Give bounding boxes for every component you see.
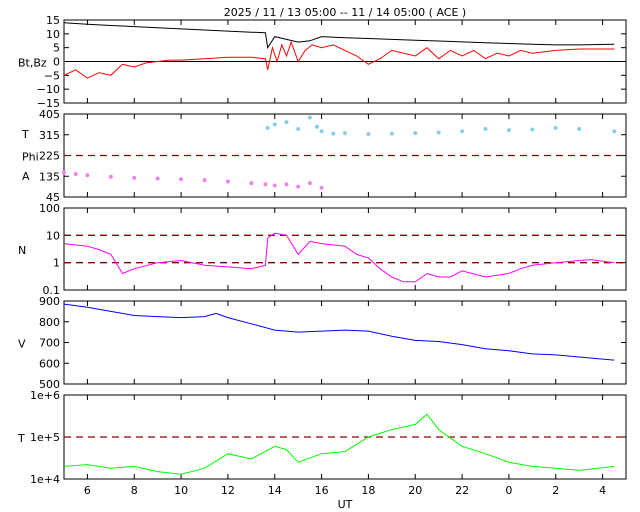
phi-point — [202, 178, 207, 183]
y-tick-label: 45 — [46, 191, 60, 204]
x-tick-label: 12 — [221, 484, 235, 497]
y-tick-label: 315 — [39, 129, 60, 142]
theta-point — [553, 125, 558, 130]
y-tick-label: 900 — [39, 295, 60, 308]
speed-line — [63, 303, 615, 361]
x-tick-label: 2 — [552, 484, 559, 497]
x-tick-label: 16 — [315, 484, 329, 497]
y-tick-label: 600 — [39, 357, 60, 370]
theta-point — [389, 131, 394, 136]
y-tick-label: 0.1 — [43, 284, 61, 297]
theta-point — [530, 127, 535, 132]
theta-point — [343, 131, 347, 136]
phi-point — [319, 185, 324, 190]
y-tick-label: 1e+4 — [30, 473, 60, 486]
theta-point — [612, 129, 617, 134]
y-tick-label: 500 — [39, 378, 60, 391]
bt-line — [63, 22, 615, 50]
theta-point — [307, 115, 312, 120]
y-tick-label: −5 — [44, 69, 60, 82]
panel-frame — [63, 207, 627, 291]
panel-frame — [63, 300, 627, 385]
y-tick-label: 0 — [53, 56, 60, 69]
theta-point — [265, 125, 270, 130]
theta-point — [284, 120, 289, 125]
x-tick-label: 20 — [408, 484, 422, 497]
y-axis-label: T — [21, 128, 29, 141]
phi-point — [263, 182, 268, 187]
y-tick-label: 405 — [39, 108, 60, 121]
y-tick-label: 10 — [46, 28, 60, 41]
theta-point — [413, 131, 418, 136]
y-axis-label: T — [17, 432, 25, 445]
phi-point — [132, 175, 137, 180]
theta-point — [272, 122, 277, 127]
phi-point — [85, 173, 90, 178]
y-axis-label: A — [22, 170, 30, 183]
phi-point — [307, 181, 312, 186]
y-axis-label: V — [18, 338, 26, 351]
density-line — [63, 232, 615, 283]
y-axis-label: N — [18, 244, 26, 257]
y-tick-label: 5 — [53, 42, 60, 55]
theta-point — [577, 126, 582, 131]
y-tick-label: 800 — [39, 316, 60, 329]
phi-point — [155, 176, 160, 181]
y-tick-label: 10 — [46, 229, 60, 242]
y-tick-label: 15 — [46, 14, 60, 27]
theta-point — [331, 131, 336, 136]
x-tick-label: 10 — [174, 484, 188, 497]
temperature-line — [63, 413, 615, 475]
y-tick-label: 100 — [39, 202, 60, 215]
phi-point — [225, 179, 230, 184]
theta-point — [366, 132, 371, 137]
theta-point — [460, 129, 465, 134]
y-axis-label: Bt,Bz — [18, 57, 47, 70]
phi-point — [272, 183, 277, 188]
x-tick-label: 0 — [505, 484, 512, 497]
y-tick-label: −10 — [37, 83, 60, 96]
x-axis-label: UT — [338, 498, 353, 511]
y-axis-label: Phi — [22, 151, 39, 164]
y-tick-label: −15 — [37, 97, 60, 110]
y-tick-label: 1 — [53, 257, 60, 270]
y-tick-label: 1e+5 — [30, 431, 60, 444]
phi-point — [179, 177, 184, 182]
panel-1 — [63, 19, 627, 104]
y-tick-label: 1e+6 — [30, 389, 60, 402]
y-tick-label: 700 — [39, 337, 60, 350]
phi-point — [296, 184, 301, 189]
phi-point — [108, 174, 113, 179]
x-tick-label: 4 — [599, 484, 606, 497]
phi-point — [284, 182, 289, 187]
phi-point — [62, 170, 66, 175]
theta-point — [506, 128, 511, 133]
x-tick-label: 8 — [131, 484, 138, 497]
panel-4 — [63, 300, 627, 385]
panel-5 — [63, 394, 627, 480]
y-tick-label: 225 — [39, 150, 60, 163]
phi-point — [73, 171, 78, 176]
theta-point — [296, 126, 301, 131]
x-tick-label: 6 — [84, 484, 91, 497]
panel-3 — [63, 207, 627, 291]
x-tick-label: 14 — [268, 484, 282, 497]
chart-title: 2025 / 11 / 13 05:00 -- 11 / 14 05:00 ( … — [224, 6, 466, 19]
bz-line — [63, 40, 615, 79]
theta-point — [319, 129, 324, 134]
theta-point — [483, 126, 488, 131]
panel-2 — [62, 113, 627, 198]
y-tick-label: 135 — [39, 170, 60, 183]
phi-point — [249, 181, 254, 186]
theta-point — [314, 124, 319, 129]
x-tick-label: 22 — [455, 484, 469, 497]
theta-point — [436, 130, 441, 135]
x-tick-label: 18 — [361, 484, 375, 497]
